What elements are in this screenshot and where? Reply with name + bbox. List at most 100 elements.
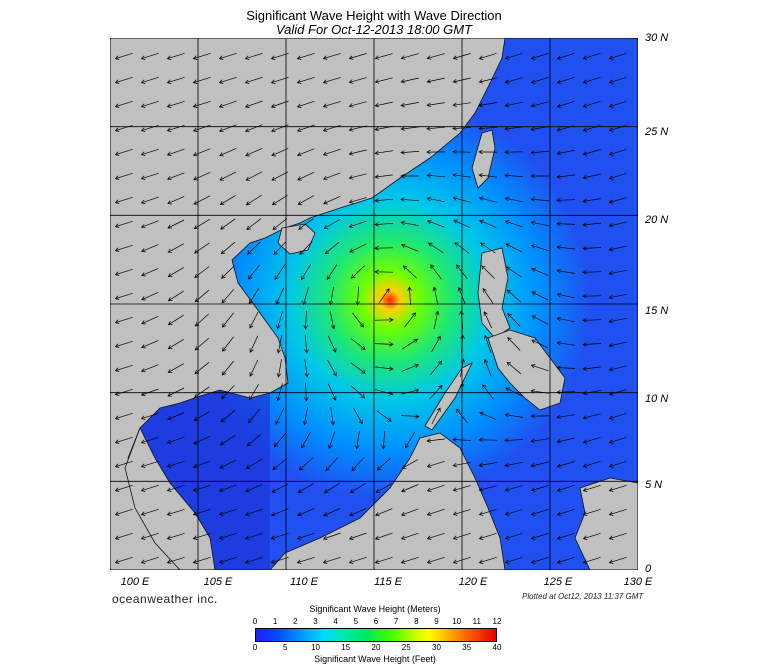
wave-arrow (478, 196, 497, 203)
feet-tick: 30 (432, 643, 441, 652)
wave-arrow (329, 311, 336, 330)
wave-arrow (244, 556, 263, 564)
feet-tick: 15 (341, 643, 351, 652)
wave-arrow (400, 53, 419, 60)
wave-arrow (608, 365, 627, 372)
wave-arrow (194, 362, 210, 375)
wave-arrow (193, 435, 211, 445)
wave-arrow (556, 268, 575, 274)
wave-arrow (193, 195, 211, 205)
wave-arrow (504, 412, 523, 418)
wave-arrow (531, 339, 549, 349)
wave-arrow (374, 198, 394, 203)
wave-arrow (452, 532, 471, 540)
wave-arrow (218, 532, 237, 540)
wave-arrow (140, 100, 159, 108)
wave-arrow (426, 460, 445, 468)
meter-tick: 7 (393, 617, 399, 626)
wave-arrow (270, 100, 289, 108)
wave-arrow (276, 383, 283, 402)
wave-arrow (247, 264, 260, 280)
wave-arrow (608, 317, 627, 324)
visayas-mindanao (487, 329, 566, 411)
wave-arrow (426, 556, 445, 564)
wave-arrow (608, 484, 627, 492)
wave-arrow (114, 364, 133, 372)
wave-arrow (166, 52, 185, 60)
wave-arrow (352, 312, 364, 328)
wave-arrow (349, 483, 366, 494)
wave-arrow (219, 195, 236, 205)
wave-arrow (608, 221, 627, 228)
wave-arrow (166, 76, 185, 84)
wave-arrow (556, 556, 575, 564)
wave-arrow (504, 173, 524, 178)
wave-arrow (608, 556, 627, 564)
wave-arrow (375, 508, 393, 517)
wave-arrow (353, 407, 363, 425)
wave-arrow (192, 124, 211, 132)
wave-arrow (530, 532, 549, 540)
wave-arrow (270, 76, 289, 84)
wave-arrow (430, 264, 442, 280)
wave-arrow (193, 219, 210, 230)
wave-arrow (246, 433, 262, 447)
wave-arrow (244, 100, 263, 108)
wave-arrow (608, 172, 627, 180)
wave-arrow (114, 436, 133, 444)
wave-arrow (504, 461, 523, 468)
wave-arrow (270, 508, 289, 517)
wave-arrow (452, 126, 472, 131)
wave-arrow (457, 286, 466, 305)
wave-arrow (504, 101, 523, 108)
meter-tick: 3 (313, 617, 318, 626)
wave-arrow (431, 407, 441, 425)
wave-arrow (556, 125, 575, 132)
wave-arrow (400, 197, 420, 202)
wave-arrow (193, 411, 210, 421)
wave-arrow (348, 149, 367, 156)
wave-arrow (381, 430, 386, 450)
feet-tick: 25 (401, 643, 411, 652)
wave-arrow (348, 53, 367, 60)
wave-arrow (270, 124, 289, 133)
wave-arrow (166, 508, 185, 516)
wave-arrow (505, 387, 523, 397)
wave-arrow (296, 76, 315, 84)
wave-arrow (582, 484, 601, 492)
wave-arrow (298, 457, 313, 471)
lat-label-15n: 15 N (645, 305, 669, 317)
wave-arrow (140, 124, 159, 132)
wave-arrow (249, 311, 259, 329)
wave-arrow (249, 359, 259, 377)
wave-arrow (348, 556, 367, 564)
wave-arrow (167, 339, 184, 350)
wave-arrow (322, 53, 341, 60)
wave-arrow (219, 171, 237, 181)
wave-arrow (348, 197, 367, 204)
wave-arrow (374, 317, 394, 323)
wave-arrow (218, 124, 237, 133)
wave-arrow (400, 243, 419, 252)
wave-arrow (481, 265, 495, 279)
wave-arrow (582, 246, 602, 251)
wave-arrow (430, 360, 443, 376)
wave-arrow (166, 484, 185, 492)
wave-arrow (459, 310, 464, 330)
wave-arrow (530, 197, 550, 202)
wave-arrow (219, 148, 237, 157)
wave-arrow (608, 245, 627, 252)
wave-arrow (504, 438, 524, 443)
malay-peninsula (124, 427, 216, 570)
wave-arrow (276, 335, 283, 354)
wave-arrow (298, 218, 314, 230)
wave-arrow (404, 312, 416, 328)
wave-arrow (400, 556, 419, 564)
wave-arrow (249, 384, 259, 401)
wave-arrow (376, 457, 391, 471)
wave-arrow (582, 100, 601, 108)
wave-direction-arrows (114, 52, 627, 564)
wave-arrow (270, 556, 289, 564)
wave-arrow (114, 172, 133, 180)
map-subtitle: Valid For Oct-12-2013 18:00 GMT (275, 22, 473, 37)
